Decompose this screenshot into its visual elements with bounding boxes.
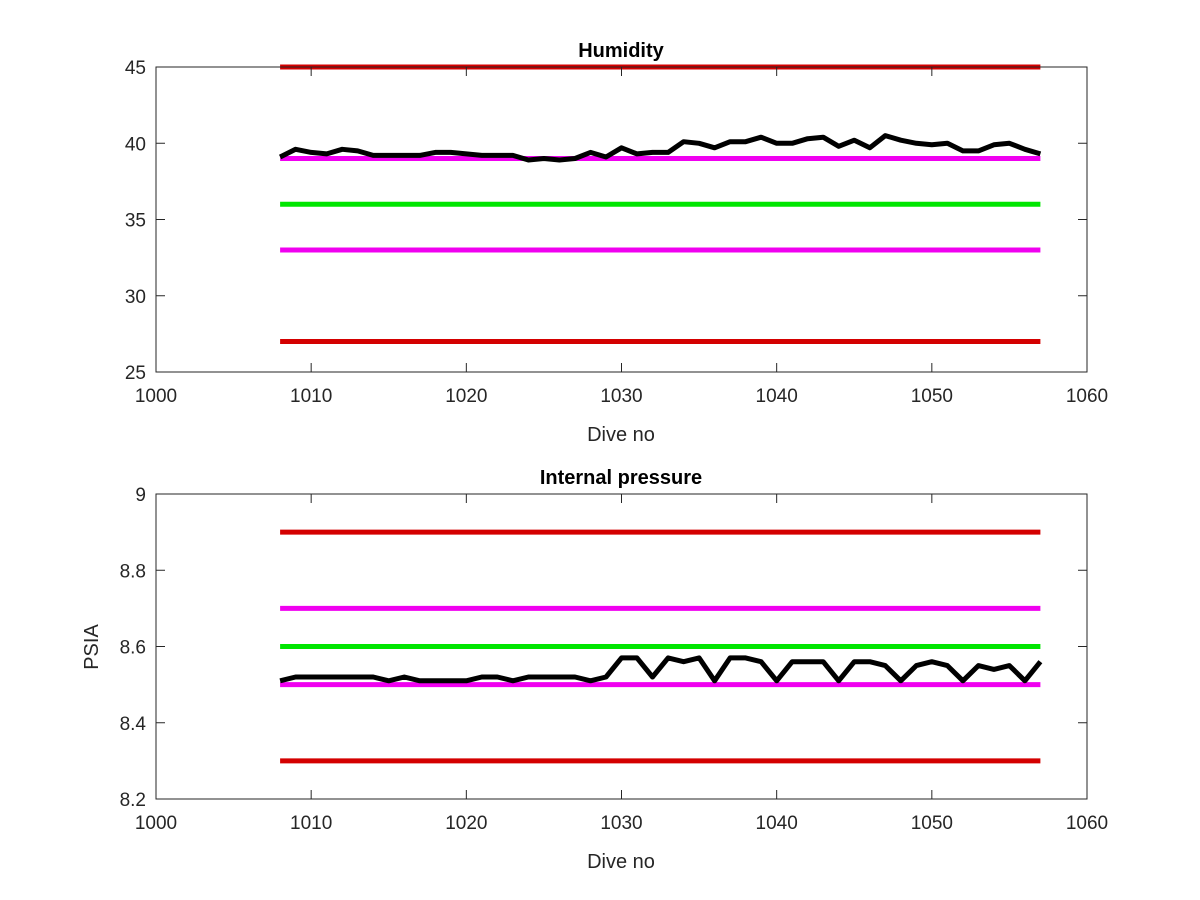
humidity-panel: Humidity 1000 1010 1020 1030 1040 1050 1060 25 3… [125, 40, 1108, 446]
internal-pressure-title: Internal pressure [540, 467, 702, 489]
internal-pressure-ticks: 1000 1010 1020 1030 1040 1050 1060 8.2 8.4 8.6 8.8… [120, 485, 1109, 834]
humidity-x-tick-label: 1000 [135, 386, 177, 407]
internal-pressure-series-layer [279, 529, 1043, 764]
internal-pressure-x-tick-label: 1030 [600, 813, 642, 834]
humidity-x-tick-label: 1030 [600, 386, 642, 407]
internal-pressure-y-tick-label: 9 [135, 485, 146, 506]
humidity-y-tick-label: 40 [125, 134, 146, 155]
humidity-x-tick-label: 1060 [1066, 386, 1108, 407]
humidity-x-tick-label: 1010 [290, 386, 332, 407]
internal-pressure-y-tick-label: 8.4 [120, 714, 147, 735]
internal-pressure-x-tick-label: 1000 [135, 813, 177, 834]
internal-pressure-x-tick-label: 1060 [1066, 813, 1108, 834]
humidity-x-tick-label: 1040 [756, 386, 798, 407]
internal-pressure-data-line [279, 655, 1043, 684]
internal-pressure-x-tick-label: 1010 [290, 813, 332, 834]
humidity-x-axis-label: Dive no [587, 424, 655, 446]
internal-pressure-x-axis-label: Dive no [587, 851, 655, 873]
internal-pressure-y-tick-label: 8.8 [120, 561, 146, 582]
humidity-y-tick-label: 45 [125, 58, 146, 79]
internal-pressure-y-tick-label: 8.6 [120, 638, 146, 659]
humidity-y-tick-label: 35 [125, 211, 146, 232]
humidity-y-tick-label: 25 [125, 363, 146, 384]
humidity-ticks: 1000 1010 1020 1030 1040 1050 1060 25 30 35 40 45 [125, 58, 1108, 407]
internal-pressure-y-tick-label: 8.2 [120, 790, 146, 811]
internal-pressure-x-tick-label: 1040 [756, 813, 798, 834]
internal-pressure-panel: Internal pressure 1000 1010 1020 1030 1040 10… [81, 467, 1108, 873]
humidity-x-tick-label: 1020 [445, 386, 487, 407]
internal-pressure-x-tick-label: 1020 [445, 813, 487, 834]
internal-pressure-x-tick-label: 1050 [911, 813, 953, 834]
humidity-data-line [278, 133, 1042, 163]
internal-pressure-y-axis-label: PSIA [81, 624, 103, 670]
humidity-y-tick-label: 30 [125, 287, 146, 308]
humidity-x-tick-label: 1050 [911, 386, 953, 407]
humidity-title: Humidity [578, 40, 664, 62]
